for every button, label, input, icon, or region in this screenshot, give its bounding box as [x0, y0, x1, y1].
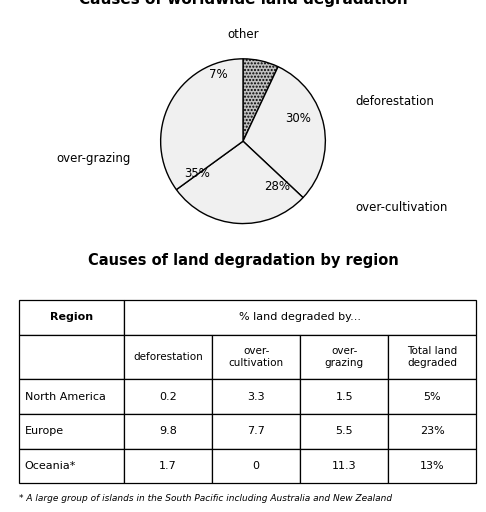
- Text: Oceania*: Oceania*: [25, 461, 76, 471]
- Text: 13%: 13%: [420, 461, 445, 471]
- Bar: [300, 379, 388, 414]
- Wedge shape: [161, 59, 243, 189]
- Bar: [124, 449, 212, 483]
- Title: Causes of worldwide land degradation: Causes of worldwide land degradation: [79, 0, 407, 7]
- Bar: [124, 379, 212, 414]
- Bar: [19, 334, 124, 379]
- Text: 0: 0: [253, 461, 260, 471]
- Text: North America: North America: [25, 392, 106, 401]
- Text: 23%: 23%: [420, 426, 445, 436]
- Text: 0.2: 0.2: [159, 392, 177, 401]
- Text: deforestation: deforestation: [133, 352, 203, 362]
- Bar: [388, 414, 476, 449]
- Text: 7.7: 7.7: [247, 426, 265, 436]
- Bar: [388, 449, 476, 483]
- Text: 1.5: 1.5: [335, 392, 353, 401]
- Text: 35%: 35%: [184, 167, 210, 180]
- Text: other: other: [227, 28, 259, 41]
- Text: 30%: 30%: [285, 112, 311, 125]
- Text: 11.3: 11.3: [332, 461, 357, 471]
- Bar: [300, 414, 388, 449]
- Text: 28%: 28%: [264, 180, 290, 194]
- Wedge shape: [243, 59, 278, 141]
- Text: 5.5: 5.5: [335, 426, 353, 436]
- Bar: [19, 379, 124, 414]
- Bar: [212, 449, 300, 483]
- Text: Total land
degraded: Total land degraded: [407, 346, 457, 368]
- Text: 7%: 7%: [208, 68, 227, 81]
- Bar: [300, 449, 388, 483]
- Text: * A large group of islands in the South Pacific including Australia and New Zeal: * A large group of islands in the South …: [19, 495, 392, 503]
- Text: 3.3: 3.3: [247, 392, 265, 401]
- Bar: [212, 379, 300, 414]
- Text: deforestation: deforestation: [355, 95, 434, 108]
- Title: Causes of land degradation by region: Causes of land degradation by region: [87, 253, 399, 268]
- Bar: [388, 334, 476, 379]
- Wedge shape: [176, 141, 303, 224]
- Bar: [19, 449, 124, 483]
- Bar: [19, 414, 124, 449]
- Bar: [212, 334, 300, 379]
- Bar: [124, 300, 476, 334]
- Text: over-
grazing: over- grazing: [325, 346, 364, 368]
- Bar: [124, 334, 212, 379]
- Text: Region: Region: [50, 312, 93, 322]
- Text: over-cultivation: over-cultivation: [355, 201, 448, 214]
- Bar: [212, 414, 300, 449]
- Bar: [124, 414, 212, 449]
- Text: % land degraded by...: % land degraded by...: [239, 312, 361, 322]
- Text: Europe: Europe: [25, 426, 64, 436]
- Wedge shape: [243, 67, 325, 198]
- Text: 1.7: 1.7: [159, 461, 177, 471]
- Bar: [388, 379, 476, 414]
- Text: over-
cultivation: over- cultivation: [228, 346, 284, 368]
- Text: over-grazing: over-grazing: [56, 152, 131, 165]
- Bar: [300, 334, 388, 379]
- Text: 9.8: 9.8: [159, 426, 177, 436]
- Bar: [19, 300, 124, 334]
- Text: 5%: 5%: [423, 392, 441, 401]
